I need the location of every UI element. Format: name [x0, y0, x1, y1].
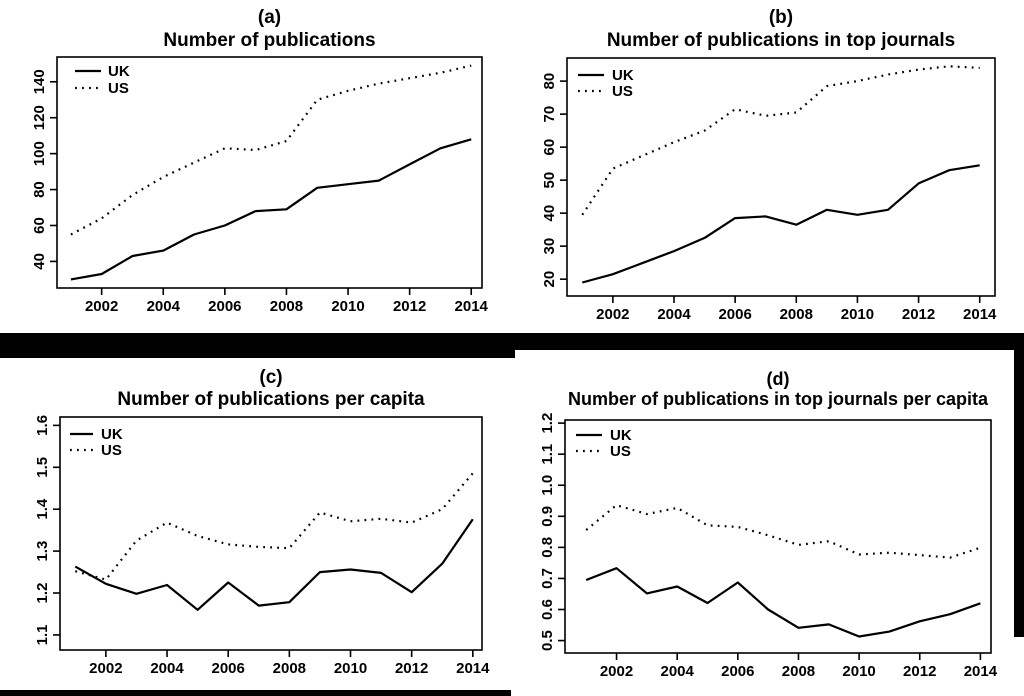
- x-tick-label: 2008: [273, 660, 306, 677]
- x-tick-label: 2006: [718, 306, 751, 323]
- x-tick-label: 2004: [147, 298, 181, 315]
- x-tick-label: 2010: [841, 306, 874, 323]
- chart-d-uk-line: [585, 567, 981, 638]
- chart-c-publications-per-capita: (c)Number of publications per capita 2002…: [2, 358, 511, 690]
- x-tick-label: 2004: [657, 306, 691, 323]
- chart-d-title: Number of publications in top journals p…: [568, 389, 989, 409]
- legend-us-label: US: [610, 443, 631, 460]
- x-tick-label: 2014: [456, 660, 490, 677]
- y-tick-label: 1.2: [34, 583, 51, 604]
- chart-a-number-of-publications: (a)Number of publications 2002 2004 2006 200…: [0, 0, 512, 333]
- chart-b-title: Number of publications in top journals: [607, 30, 955, 51]
- y-tick-label: 1.3: [34, 541, 51, 562]
- chart-d-top-journals-per-capita: (d)Number of publications in top journal…: [515, 350, 1014, 696]
- legend-us-label: US: [101, 442, 122, 459]
- legend-uk-label: UK: [612, 67, 634, 84]
- y-tick-label: 60: [31, 217, 48, 234]
- legend-us-label: US: [612, 83, 633, 100]
- x-tick-label: 2014: [964, 663, 998, 680]
- y-tick-label: 140: [31, 69, 48, 94]
- y-tick-label: 80: [541, 73, 558, 90]
- x-tick-label: 2006: [212, 660, 245, 677]
- y-tick-label: 1.1: [34, 624, 51, 645]
- x-tick-label: 2012: [395, 660, 428, 677]
- chart-c-uk-line: [74, 518, 474, 611]
- x-tick-label: 2010: [331, 298, 364, 315]
- y-tick-label: 40: [31, 253, 48, 270]
- y-tick-label: 120: [31, 105, 48, 130]
- x-tick-label: 2006: [208, 298, 241, 315]
- y-tick-label: 0.7: [539, 568, 556, 589]
- chart-d-plot-box: [564, 419, 992, 654]
- x-tick-label: 2004: [660, 663, 694, 680]
- y-tick-label: 1.6: [34, 415, 51, 436]
- y-tick-label: 40: [541, 205, 558, 222]
- x-tick-label: 2004: [150, 660, 184, 677]
- y-tick-label: 30: [541, 238, 558, 255]
- chart-b-us-line: [581, 65, 980, 216]
- legend-uk-label: UK: [108, 63, 130, 80]
- x-tick-label: 2008: [270, 298, 303, 315]
- legend-uk-label: UK: [610, 427, 632, 444]
- chart-a-uk-line: [70, 138, 472, 281]
- x-tick-label: 2012: [393, 298, 426, 315]
- chart-b-plot-box: [566, 57, 996, 297]
- legend-uk-label: UK: [101, 426, 123, 443]
- y-tick-label: 50: [541, 172, 558, 189]
- black-strip-bottom-left: [0, 690, 511, 696]
- chart-d-us-line: [585, 504, 981, 559]
- y-tick-label: 20: [541, 271, 558, 288]
- y-tick-label: 100: [31, 141, 48, 166]
- x-tick-label: 2010: [842, 663, 875, 680]
- black-strip-right: [1014, 333, 1024, 637]
- chart-b-publications-top-journals: (b)Number of publications in top journal…: [512, 0, 1024, 333]
- y-tick-label: 60: [541, 139, 558, 156]
- x-tick-label: 2008: [780, 306, 813, 323]
- y-tick-label: 0.5: [539, 630, 556, 651]
- chart-b-uk-line: [582, 164, 980, 284]
- x-tick-label: 2002: [596, 306, 629, 323]
- chart-c-title: Number of publications per capita: [117, 389, 425, 410]
- y-tick-label: 1.1: [539, 444, 556, 465]
- chart-a-title: Number of publications: [163, 30, 375, 51]
- chart-a-panel-label: (a): [258, 7, 281, 28]
- chart-c-us-line: [75, 472, 474, 581]
- x-tick-label: 2012: [903, 663, 936, 680]
- y-tick-label: 1.2: [539, 413, 556, 434]
- x-tick-label: 2008: [782, 663, 815, 680]
- x-tick-label: 2002: [89, 660, 122, 677]
- x-tick-label: 2010: [334, 660, 367, 677]
- chart-d-panel-label: (d): [767, 369, 790, 389]
- chart-c-plot-box: [59, 416, 483, 651]
- y-tick-label: 80: [31, 181, 48, 198]
- x-tick-label: 2014: [455, 298, 489, 315]
- x-tick-label: 2006: [721, 663, 754, 680]
- x-tick-label: 2014: [963, 306, 997, 323]
- y-tick-label: 0.6: [539, 599, 556, 620]
- y-tick-label: 0.9: [539, 506, 556, 527]
- chart-a-plot-box: [56, 56, 483, 289]
- y-tick-label: 1.0: [539, 475, 556, 496]
- x-tick-label: 2012: [902, 306, 935, 323]
- y-tick-label: 0.8: [539, 537, 556, 558]
- legend-us-label: US: [108, 80, 129, 97]
- y-tick-label: 1.5: [34, 457, 51, 478]
- x-tick-label: 2002: [85, 298, 118, 315]
- x-tick-label: 2002: [600, 663, 633, 680]
- chart-b-panel-label: (b): [769, 7, 793, 28]
- y-tick-label: 1.4: [34, 498, 51, 520]
- y-tick-label: 70: [541, 106, 558, 123]
- chart-c-panel-label: (c): [259, 367, 282, 388]
